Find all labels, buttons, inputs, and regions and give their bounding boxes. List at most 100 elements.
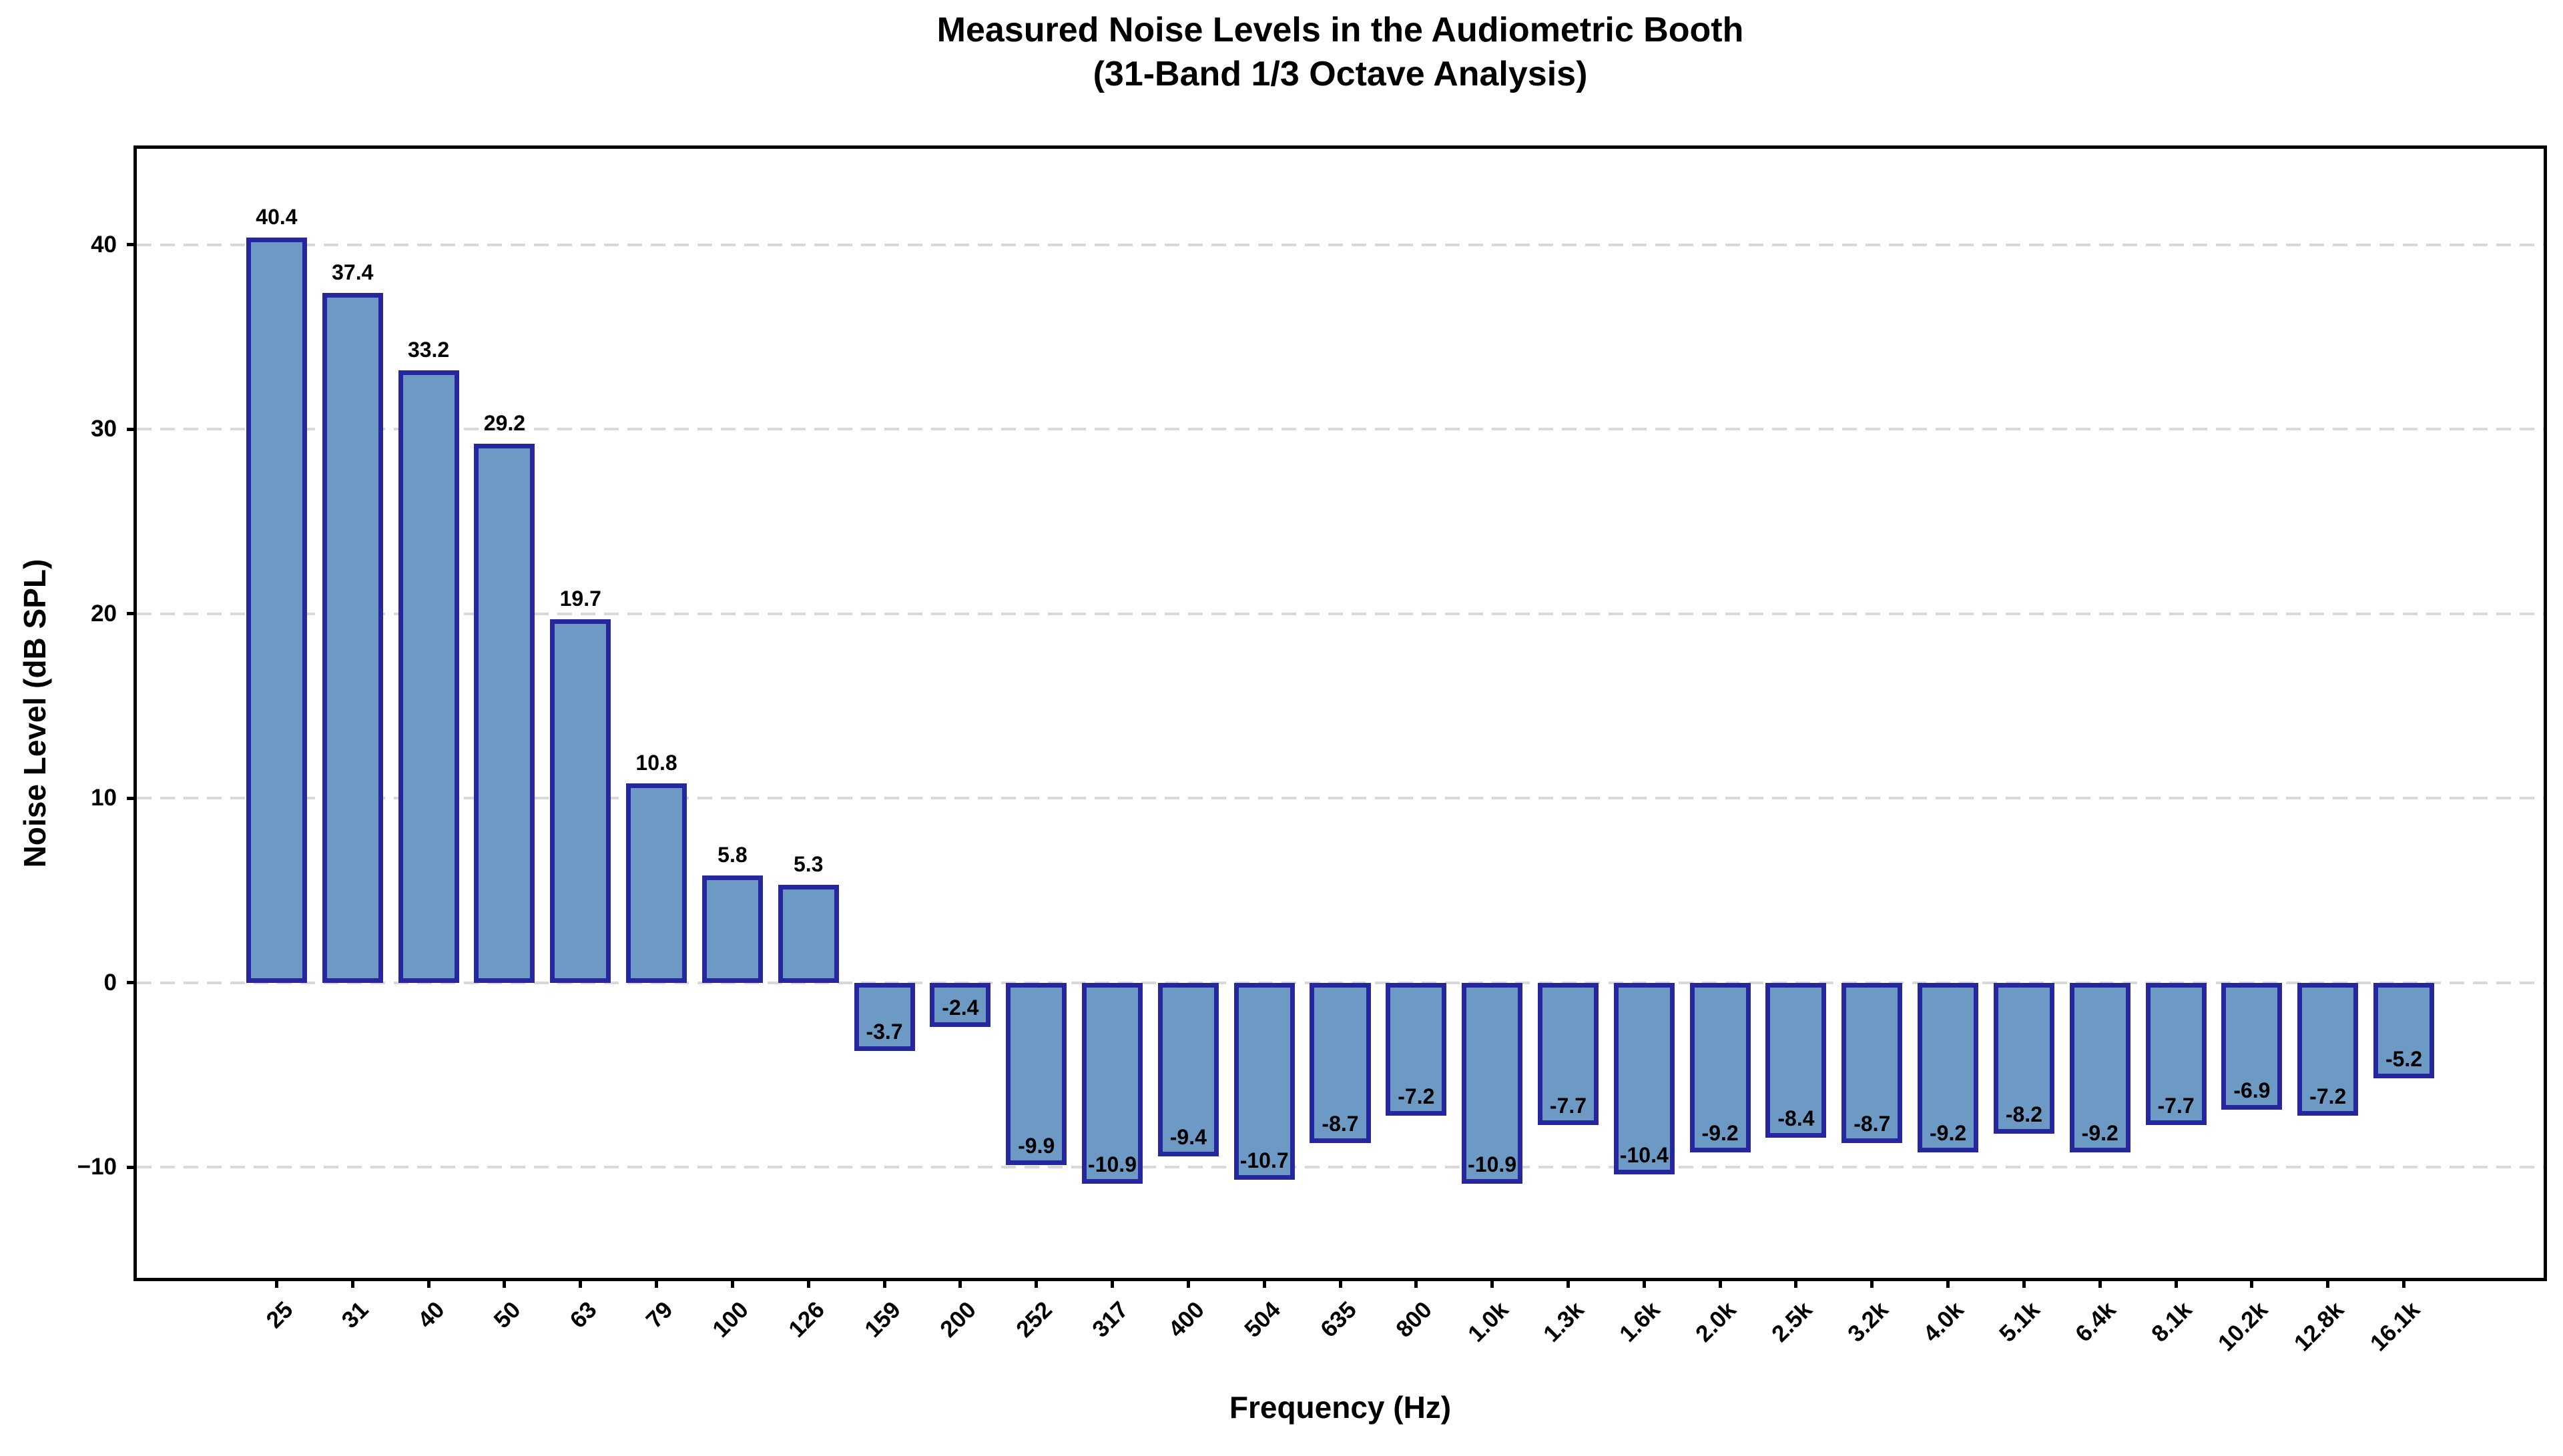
x-tick-1.6k bbox=[1642, 1278, 1646, 1288]
x-tick-3.2k bbox=[1870, 1278, 1874, 1288]
x-tick-63 bbox=[579, 1278, 583, 1288]
bar-400 bbox=[1157, 982, 1219, 1156]
bar-1.6k bbox=[1613, 982, 1675, 1175]
x-tick-label-800: 800 bbox=[1391, 1297, 1438, 1343]
bar-value-label-317: -10.9 bbox=[1088, 1152, 1137, 1176]
x-tick-label-4.0k: 4.0k bbox=[1918, 1297, 1970, 1347]
bar-10.2k bbox=[2221, 982, 2283, 1110]
y-tick-10 bbox=[127, 796, 137, 800]
bar-value-label-31: 37.4 bbox=[332, 260, 374, 284]
y-tick-−10 bbox=[127, 1165, 137, 1169]
bar-value-label-126: 5.3 bbox=[793, 852, 824, 877]
bar-8.1k bbox=[2145, 982, 2207, 1125]
bar-value-label-4.0k: -9.2 bbox=[1930, 1121, 1967, 1145]
x-tick-label-25: 25 bbox=[260, 1297, 298, 1334]
bar-4.0k bbox=[1918, 982, 1979, 1152]
x-tick-label-400: 400 bbox=[1163, 1297, 1209, 1343]
bar-value-label-1.3k: -7.7 bbox=[1549, 1093, 1587, 1118]
bar-63 bbox=[550, 619, 611, 983]
bar-value-label-3.2k: -8.7 bbox=[1854, 1112, 1891, 1136]
x-tick-label-16.1k: 16.1k bbox=[2365, 1297, 2426, 1357]
chart-title-line2: (31-Band 1/3 Octave Analysis) bbox=[1093, 55, 1588, 93]
bar-value-label-2.5k: -8.4 bbox=[1777, 1106, 1815, 1130]
x-tick-label-63: 63 bbox=[565, 1297, 602, 1334]
x-tick-252 bbox=[1035, 1278, 1039, 1288]
bar-2.0k bbox=[1689, 982, 1751, 1152]
x-tick-8.1k bbox=[2174, 1278, 2178, 1288]
x-tick-label-6.4k: 6.4k bbox=[2070, 1297, 2121, 1347]
x-tick-label-79: 79 bbox=[641, 1297, 678, 1334]
gridline-40 bbox=[137, 243, 2544, 246]
y-tick-label-−10: −10 bbox=[77, 1154, 117, 1180]
x-tick-label-10.2k: 10.2k bbox=[2213, 1297, 2273, 1357]
x-tick-1.3k bbox=[1566, 1278, 1570, 1288]
bar-12.8k bbox=[2297, 982, 2359, 1116]
bar-value-label-50: 29.2 bbox=[483, 411, 526, 436]
bar-16.1k bbox=[2373, 982, 2435, 1079]
bar-value-label-635: -8.7 bbox=[1322, 1112, 1359, 1136]
x-tick-label-504: 504 bbox=[1239, 1297, 1286, 1343]
x-tick-label-252: 252 bbox=[1011, 1297, 1058, 1343]
bar-317 bbox=[1081, 982, 1143, 1184]
y-tick-label-30: 30 bbox=[91, 416, 117, 442]
x-tick-label-200: 200 bbox=[935, 1297, 982, 1343]
x-tick-label-2.5k: 2.5k bbox=[1766, 1297, 1817, 1347]
gridline-−10 bbox=[137, 1166, 2544, 1169]
x-tick-6.4k bbox=[2098, 1278, 2102, 1288]
y-tick-0 bbox=[127, 981, 137, 985]
gridline-10 bbox=[137, 797, 2544, 800]
x-tick-label-317: 317 bbox=[1087, 1297, 1134, 1343]
bar-5.1k bbox=[1993, 982, 2054, 1134]
bar-value-label-1.6k: -10.4 bbox=[1619, 1143, 1669, 1168]
x-tick-100 bbox=[730, 1278, 734, 1288]
bar-1.0k bbox=[1462, 982, 1523, 1184]
x-tick-50 bbox=[503, 1278, 507, 1288]
bar-159 bbox=[854, 982, 915, 1051]
y-tick-label-40: 40 bbox=[91, 231, 117, 258]
bar-value-label-79: 10.8 bbox=[635, 751, 677, 775]
bar-value-label-1.0k: -10.9 bbox=[1468, 1152, 1517, 1176]
x-tick-label-31: 31 bbox=[336, 1297, 374, 1334]
x-tick-31 bbox=[350, 1278, 354, 1288]
bar-value-label-100: 5.8 bbox=[718, 843, 748, 867]
bar-2.5k bbox=[1765, 982, 1827, 1138]
x-tick-400 bbox=[1186, 1278, 1190, 1288]
x-tick-4.0k bbox=[1946, 1278, 1950, 1288]
x-tick-2.0k bbox=[1718, 1278, 1722, 1288]
x-tick-1.0k bbox=[1490, 1278, 1494, 1288]
bar-value-label-200: -2.4 bbox=[942, 996, 979, 1020]
x-tick-504 bbox=[1262, 1278, 1266, 1288]
x-tick-label-8.1k: 8.1k bbox=[2146, 1297, 2197, 1347]
bar-value-label-8.1k: -7.7 bbox=[2157, 1093, 2195, 1118]
bar-value-label-400: -9.4 bbox=[1169, 1124, 1207, 1149]
x-tick-317 bbox=[1111, 1278, 1115, 1288]
x-tick-label-635: 635 bbox=[1315, 1297, 1362, 1343]
x-tick-label-126: 126 bbox=[783, 1297, 830, 1343]
x-tick-25 bbox=[274, 1278, 278, 1288]
bar-value-label-25: 40.4 bbox=[256, 204, 298, 229]
y-tick-40 bbox=[127, 243, 137, 247]
x-tick-label-100: 100 bbox=[707, 1297, 754, 1343]
y-tick-30 bbox=[127, 427, 137, 431]
bar-25 bbox=[246, 237, 307, 983]
bar-3.2k bbox=[1841, 982, 1903, 1144]
bar-100 bbox=[701, 875, 763, 983]
y-tick-label-0: 0 bbox=[103, 969, 117, 996]
bar-value-label-504: -10.7 bbox=[1239, 1148, 1289, 1173]
x-tick-16.1k bbox=[2402, 1278, 2406, 1288]
bar-value-label-5.1k: -8.2 bbox=[2005, 1102, 2042, 1127]
x-tick-2.5k bbox=[1794, 1278, 1798, 1288]
bar-1.3k bbox=[1537, 982, 1599, 1125]
bar-value-label-10.2k: -6.9 bbox=[2233, 1078, 2271, 1103]
x-tick-label-3.2k: 3.2k bbox=[1842, 1297, 1894, 1347]
x-tick-label-50: 50 bbox=[489, 1297, 526, 1334]
x-tick-159 bbox=[882, 1278, 886, 1288]
bar-value-label-252: -9.9 bbox=[1018, 1134, 1055, 1158]
x-tick-5.1k bbox=[2022, 1278, 2026, 1288]
gridline-20 bbox=[137, 612, 2544, 615]
bar-504 bbox=[1233, 982, 1295, 1180]
bar-value-label-6.4k: -9.2 bbox=[2081, 1121, 2118, 1145]
x-tick-label-2.0k: 2.0k bbox=[1690, 1297, 1741, 1347]
bar-value-label-2.0k: -9.2 bbox=[1701, 1121, 1739, 1145]
